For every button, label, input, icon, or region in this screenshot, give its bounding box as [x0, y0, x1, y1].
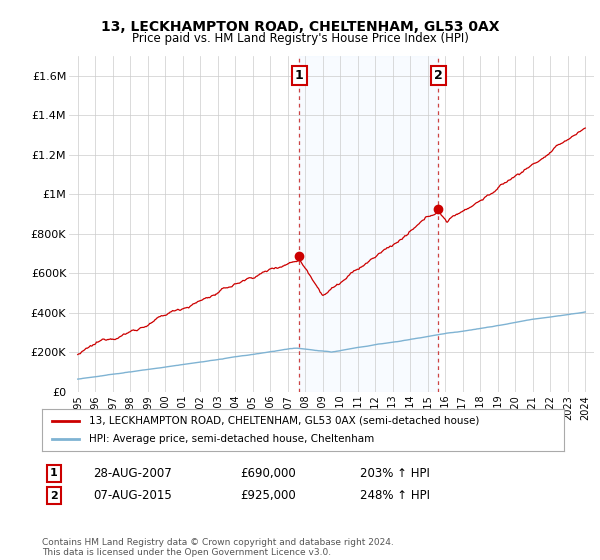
Text: HPI: Average price, semi-detached house, Cheltenham: HPI: Average price, semi-detached house,… [89, 434, 374, 444]
Text: 203% ↑ HPI: 203% ↑ HPI [360, 466, 430, 480]
Text: £925,000: £925,000 [240, 489, 296, 502]
Text: 248% ↑ HPI: 248% ↑ HPI [360, 489, 430, 502]
Text: 13, LECKHAMPTON ROAD, CHELTENHAM, GL53 0AX: 13, LECKHAMPTON ROAD, CHELTENHAM, GL53 0… [101, 20, 499, 34]
Text: 2: 2 [434, 69, 443, 82]
Text: 2: 2 [50, 491, 58, 501]
Text: £690,000: £690,000 [240, 466, 296, 480]
Text: Price paid vs. HM Land Registry's House Price Index (HPI): Price paid vs. HM Land Registry's House … [131, 32, 469, 45]
Text: Contains HM Land Registry data © Crown copyright and database right 2024.
This d: Contains HM Land Registry data © Crown c… [42, 538, 394, 557]
Text: 07-AUG-2015: 07-AUG-2015 [93, 489, 172, 502]
Text: 1: 1 [295, 69, 304, 82]
Bar [299, 56, 438, 392]
Text: 1: 1 [50, 468, 58, 478]
Text: 13, LECKHAMPTON ROAD, CHELTENHAM, GL53 0AX (semi-detached house): 13, LECKHAMPTON ROAD, CHELTENHAM, GL53 0… [89, 416, 479, 426]
Text: 28-AUG-2007: 28-AUG-2007 [93, 466, 172, 480]
